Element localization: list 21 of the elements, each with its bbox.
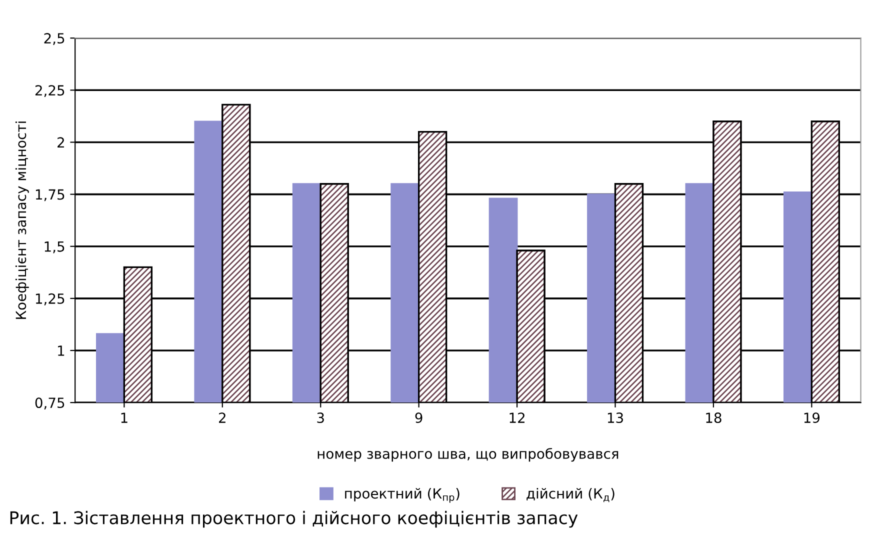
y-tick-label: 1,25 xyxy=(36,293,64,306)
legend-label: проектний (К$_{пр}$) xyxy=(345,488,460,503)
x-tick-label: 9 xyxy=(415,412,422,424)
y-tick-label: 2,5 xyxy=(44,33,64,45)
x-axis-title: номер зварного шва, що випробовувався xyxy=(318,448,618,462)
x-tick-label: 18 xyxy=(706,412,722,424)
legend-label: дійсний (К$_{д}$) xyxy=(526,488,614,502)
x-tick-label: 1 xyxy=(121,412,128,423)
x-tick-label: 12 xyxy=(510,412,524,423)
x-tick-label: 2 xyxy=(218,412,226,423)
y-axis-title: Коефіцієнт запасу міцності xyxy=(15,122,29,319)
x-tick-label: 19 xyxy=(804,412,820,424)
x-tick-label: 13 xyxy=(608,412,623,424)
y-tick-label: 2 xyxy=(58,137,64,148)
y-tick-label: 1 xyxy=(58,346,64,356)
y-tick-label: 0,75 xyxy=(35,398,64,410)
y-tick-label: 2,25 xyxy=(35,85,64,98)
text: Рис. 1. Зіставлення проектного і дійсного коефіцієнтів запасу xyxy=(10,510,578,528)
y-tick-label: 1,5 xyxy=(44,242,64,254)
x-tick-label: 3 xyxy=(317,412,324,424)
y-tick-label: 1,75 xyxy=(36,189,64,202)
